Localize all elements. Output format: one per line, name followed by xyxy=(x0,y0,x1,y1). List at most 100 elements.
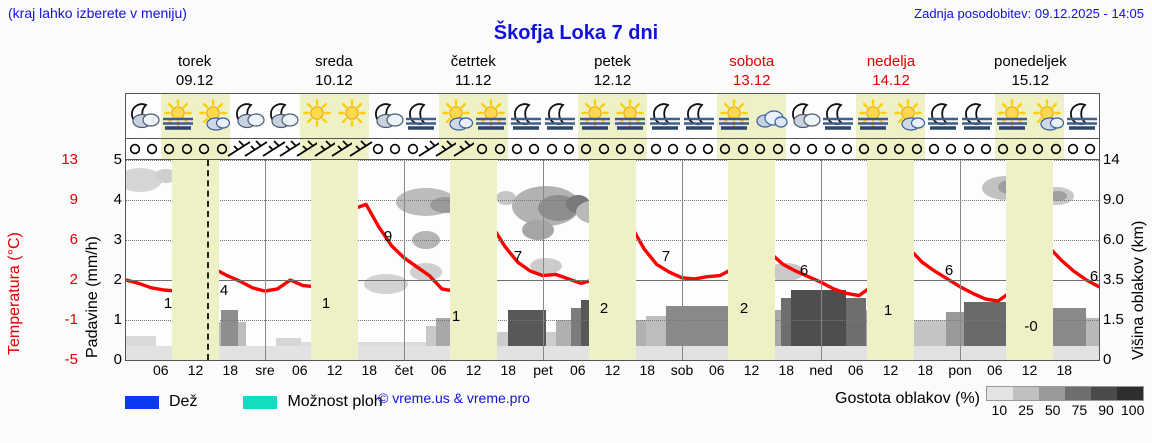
temperature-axis-title: Temperatura (°C) xyxy=(6,232,23,355)
temperature-value-label: 2 xyxy=(739,300,749,317)
cloud-density-gradient xyxy=(986,386,1144,401)
sun-icon xyxy=(299,94,335,138)
sun-cloud-icon xyxy=(890,94,926,138)
moon-cloud-icon xyxy=(786,94,821,138)
calm-wind-icon xyxy=(1082,139,1099,159)
calm-wind-icon xyxy=(907,139,926,159)
day-name: torek xyxy=(177,53,212,70)
time-tick-label: 06 xyxy=(986,362,1003,378)
calm-wind-icon xyxy=(195,139,213,159)
day-date: 14.12 xyxy=(872,72,910,89)
axis-tick: 6 xyxy=(69,231,78,248)
sun-cloud-icon xyxy=(1029,94,1065,138)
cloud-blob xyxy=(768,263,804,281)
cloud-blob xyxy=(126,168,162,192)
wind-barb-icon xyxy=(418,139,442,159)
sun-fog-icon xyxy=(577,94,613,138)
time-tick-label: 18 xyxy=(361,362,378,378)
axis-tick: 0 xyxy=(1103,351,1112,368)
temperature-value-label: 9 xyxy=(383,228,393,245)
calm-wind-icon xyxy=(369,139,386,159)
day-separator xyxy=(265,160,266,360)
time-tick-label: 06 xyxy=(291,362,308,378)
calm-wind-icon xyxy=(560,139,577,159)
day-name: četrtek xyxy=(450,53,496,70)
day-header-row: torek 09.12 sreda 10.12 četrtek 11.12 petek 12.… xyxy=(125,52,1100,92)
calm-wind-icon xyxy=(699,139,716,159)
daylight-band xyxy=(728,160,775,360)
day-separator xyxy=(821,160,822,360)
calm-wind-icon xyxy=(126,139,143,159)
rain-color-swatch xyxy=(125,395,159,409)
calm-wind-icon xyxy=(526,139,543,159)
calm-wind-icon xyxy=(943,139,960,159)
page-title: Škofja Loka 7 dni xyxy=(493,22,659,44)
day-name: petek xyxy=(594,53,631,70)
time-tick-label: pon xyxy=(948,362,972,378)
time-tick-label: 12 xyxy=(465,362,482,378)
cloud-height-axis-ticks: 14 9.0 6.0 3.5 1.5 0 xyxy=(1103,151,1137,368)
cloud-blob xyxy=(154,169,178,183)
cloud-height-axis-title: Višina oblakov (km) xyxy=(1130,220,1147,360)
calm-wind-icon xyxy=(890,139,908,159)
day-header-5: nedelja 14.12 xyxy=(821,52,960,92)
calm-wind-icon xyxy=(665,139,682,159)
time-tick-label: 18 xyxy=(639,362,656,378)
temperature-value-label: 2 xyxy=(599,300,609,317)
axis-tick: 0 xyxy=(113,351,122,368)
showers-color-swatch xyxy=(243,395,278,409)
day-separator xyxy=(543,160,544,360)
temperature-value-label: 6 xyxy=(944,262,954,279)
calm-wind-icon xyxy=(595,139,613,159)
calm-wind-icon xyxy=(977,139,994,159)
axis-tick: 1.5 xyxy=(1103,311,1124,328)
calm-wind-icon xyxy=(1046,139,1065,159)
cloud-density-tick: 50 xyxy=(1044,402,1061,418)
moon-cloud-icon xyxy=(265,94,300,138)
calm-wind-icon xyxy=(994,139,1013,159)
calm-wind-icon xyxy=(647,139,664,159)
cloud-blob xyxy=(522,220,554,240)
moon-cloud-icon xyxy=(230,94,265,138)
axis-tick: 9.0 xyxy=(1103,191,1124,208)
temperature-value-label: 1 xyxy=(163,295,173,312)
wind-barb-icon xyxy=(349,139,373,159)
day-header-3: petek 12.12 xyxy=(543,52,682,92)
showers-legend-label: Možnost ploh xyxy=(287,393,383,410)
cloud-blob xyxy=(364,274,408,294)
wind-barb-icon xyxy=(279,139,303,159)
calm-wind-icon xyxy=(404,139,421,159)
day-date: 13.12 xyxy=(732,72,771,89)
moon-fog-icon xyxy=(543,94,578,138)
calm-wind-icon xyxy=(804,139,821,159)
calm-wind-icon xyxy=(612,139,630,159)
cloud-density-ticks: 10 25 50 75 90 100 xyxy=(986,402,1146,418)
sun-fog-icon xyxy=(994,94,1030,138)
sun-icon xyxy=(334,94,370,138)
forecast-plot-area: 1 4 1 9 1 7 2 7 2 6 1 6 -0 6 xyxy=(126,160,1099,360)
rain-legend-label: Dež xyxy=(169,393,198,410)
day-date: 10.12 xyxy=(315,72,353,89)
wind-barb-icon xyxy=(435,139,459,159)
wind-barb-icon xyxy=(296,139,320,159)
sun-fog-icon xyxy=(160,94,196,138)
wind-barb-icon xyxy=(314,139,338,159)
daylight-band xyxy=(589,160,636,360)
precipitation-axis-ticks: 5 4 3 2 1 0 xyxy=(104,151,122,368)
sun-cloud-icon xyxy=(195,94,231,138)
axis-tick: -1 xyxy=(64,311,78,328)
calm-wind-icon xyxy=(160,139,179,159)
location-menu-note: (kraj lahko izberete v meniju) xyxy=(8,5,187,21)
wind-barb-strip xyxy=(126,138,1099,160)
day-separator xyxy=(960,160,961,360)
temperature-value-label: 1 xyxy=(451,308,461,325)
calm-wind-icon xyxy=(212,139,231,159)
copyright-link[interactable]: © vreme.us & vreme.pro xyxy=(378,390,530,406)
calm-wind-icon xyxy=(143,139,160,159)
calm-wind-icon xyxy=(855,139,874,159)
axis-tick: 6.0 xyxy=(1103,231,1124,248)
sun-fog-icon xyxy=(473,94,509,138)
calm-wind-icon xyxy=(768,139,787,159)
cloud-density-tick: 100 xyxy=(1121,402,1145,418)
calm-wind-icon xyxy=(734,139,752,159)
